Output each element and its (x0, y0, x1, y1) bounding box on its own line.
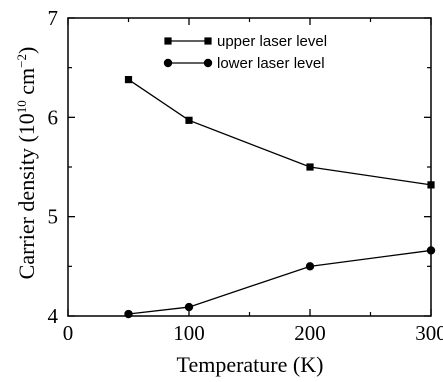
y-tick-label: 7 (48, 6, 59, 30)
data-point-circle (305, 262, 315, 271)
legend-marker (163, 58, 173, 68)
y-axis-title-end: ) (14, 47, 39, 54)
series-2 (124, 246, 436, 319)
ticks: 0 100 200 300 4 5 6 7 (48, 6, 443, 345)
y-tick-label: 4 (48, 304, 59, 328)
x-tick-label: 0 (63, 321, 74, 345)
y-axis-title-mid: cm (14, 68, 39, 100)
data-point-square (185, 116, 193, 124)
legend-marker (164, 37, 172, 45)
series-line (128, 249, 432, 315)
x-tick-label: 100 (173, 321, 205, 345)
y-tick-label: 6 (48, 105, 59, 129)
data-point-square (124, 75, 133, 84)
legend-item-1: upper laser level (164, 33, 327, 50)
y-tick-label: 5 (48, 205, 59, 229)
legend-item-2: lower laser level (163, 55, 325, 72)
data-point-square (427, 181, 435, 189)
series-1 (124, 75, 435, 189)
y-axis-title-main: Carrier density (10 (14, 113, 39, 279)
legend-marker (204, 37, 212, 45)
legend: upper laser level lower laser level (163, 33, 327, 72)
y-axis-title-exp1: 10 (14, 100, 29, 113)
series-line (128, 79, 432, 186)
x-tick-label: 300 (415, 321, 443, 345)
data-point-circle (426, 246, 436, 255)
series (124, 75, 436, 319)
x-axis-title: Temperature (K) (177, 352, 324, 377)
legend-label: upper laser level (217, 33, 327, 50)
legend-label: lower laser level (217, 55, 325, 72)
y-axis-title: Carrier density (1010 cm−2) (14, 47, 39, 280)
x-tick-label: 200 (294, 321, 326, 345)
y-axis-title-exp2: −2 (14, 54, 29, 68)
data-point-circle (124, 309, 133, 319)
data-point-square (306, 163, 314, 171)
data-point-circle (184, 302, 194, 312)
legend-marker (203, 58, 213, 68)
